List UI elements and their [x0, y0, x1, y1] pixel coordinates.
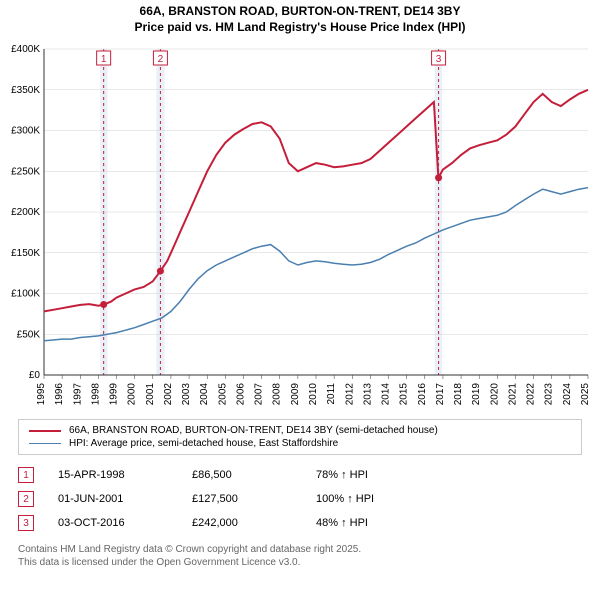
y-tick-label: £50K [17, 329, 41, 340]
x-tick-label: 2024 [562, 383, 573, 406]
marker-date: 03-OCT-2016 [58, 517, 168, 529]
marker-box-small: 2 [18, 491, 34, 507]
marker-row: 2 01-JUN-2001 £127,500 100% ↑ HPI [18, 487, 582, 511]
marker-price: £127,500 [192, 493, 292, 505]
x-tick-label: 2023 [544, 383, 555, 406]
marker-price: £86,500 [192, 469, 292, 481]
legend-row: 66A, BRANSTON ROAD, BURTON-ON-TRENT, DE1… [29, 424, 571, 437]
footnote-line-1: Contains HM Land Registry data © Crown c… [18, 543, 582, 556]
x-tick-label: 2009 [290, 383, 301, 406]
marker-box-small: 1 [18, 467, 34, 483]
x-tick-label: 2021 [507, 383, 518, 406]
x-tick-label: 2017 [435, 383, 446, 406]
marker-date: 15-APR-1998 [58, 469, 168, 481]
legend-label: 66A, BRANSTON ROAD, BURTON-ON-TRENT, DE1… [69, 425, 438, 436]
x-tick-label: 2018 [453, 383, 464, 406]
x-tick-label: 2013 [362, 383, 373, 406]
x-tick-label: 2014 [381, 383, 392, 406]
x-tick-label: 2007 [254, 383, 265, 406]
marker-pct: 78% ↑ HPI [316, 469, 368, 481]
legend: 66A, BRANSTON ROAD, BURTON-ON-TRENT, DE1… [18, 419, 582, 455]
x-tick-label: 2003 [181, 383, 192, 406]
marker-label-num: 2 [158, 54, 164, 65]
marker-row: 3 03-OCT-2016 £242,000 48% ↑ HPI [18, 511, 582, 535]
x-tick-label: 2004 [199, 383, 210, 406]
series-hpi [44, 188, 588, 341]
x-tick-label: 2025 [580, 383, 591, 406]
y-tick-label: £400K [11, 44, 40, 55]
line-chart: £0 £50K £100K £150K £200K £250K £300K £350K £400… [0, 35, 600, 415]
chart-area: £0 £50K £100K £150K £200K £250K £300K £350K £400… [0, 35, 600, 415]
x-tick-label: 2011 [326, 383, 337, 405]
legend-swatch [29, 430, 61, 432]
x-tick-label: 2019 [471, 383, 482, 406]
marker-date: 01-JUN-2001 [58, 493, 168, 505]
y-tick-label: £0 [29, 370, 41, 381]
legend-swatch [29, 443, 61, 444]
sale-point [157, 268, 164, 275]
x-tick-label: 2020 [489, 383, 500, 406]
marker-label-num: 1 [101, 54, 107, 65]
marker-row: 1 15-APR-1998 £86,500 78% ↑ HPI [18, 463, 582, 487]
y-tick-label: £350K [11, 85, 40, 96]
y-tick-label: £200K [11, 207, 40, 218]
legend-label: HPI: Average price, semi-detached house,… [69, 438, 338, 449]
marker-box-small: 3 [18, 515, 34, 531]
footnote: Contains HM Land Registry data © Crown c… [18, 543, 582, 569]
marker-price: £242,000 [192, 517, 292, 529]
y-tick-label: £150K [11, 248, 40, 259]
legend-row: HPI: Average price, semi-detached house,… [29, 437, 571, 450]
x-tick-label: 2010 [308, 383, 319, 406]
x-tick-label: 2001 [145, 383, 156, 406]
x-tick-label: 1999 [109, 383, 120, 406]
marker-label-num: 3 [436, 54, 442, 65]
x-tick-label: 1997 [72, 383, 83, 406]
marker-pct: 48% ↑ HPI [316, 517, 368, 529]
chart-title: 66A, BRANSTON ROAD, BURTON-ON-TRENT, DE1… [0, 0, 600, 35]
sale-point [435, 174, 442, 181]
x-tick-label: 2005 [217, 383, 228, 406]
x-tick-label: 2012 [344, 383, 355, 406]
footnote-line-2: This data is licensed under the Open Gov… [18, 556, 582, 569]
series-price [44, 90, 588, 312]
sale-point [100, 301, 107, 308]
title-line-2: Price paid vs. HM Land Registry's House … [0, 20, 600, 36]
marker-pct: 100% ↑ HPI [316, 493, 374, 505]
x-tick-label: 2002 [163, 383, 174, 406]
x-tick-label: 1995 [36, 383, 47, 406]
x-tick-label: 1998 [90, 383, 101, 406]
x-tick-label: 2008 [272, 383, 283, 406]
x-tick-label: 1996 [54, 383, 65, 406]
x-tick-label: 2016 [417, 383, 428, 406]
x-tick-label: 2006 [235, 383, 246, 406]
y-tick-label: £100K [11, 289, 40, 300]
y-tick-label: £300K [11, 126, 40, 137]
y-tick-label: £250K [11, 166, 40, 177]
x-tick-label: 2022 [526, 383, 537, 406]
markers-table: 1 15-APR-1998 £86,500 78% ↑ HPI 2 01-JUN-2001… [18, 463, 582, 535]
title-line-1: 66A, BRANSTON ROAD, BURTON-ON-TRENT, DE1… [0, 4, 600, 20]
x-tick-label: 2015 [399, 383, 410, 406]
x-tick-label: 2000 [127, 383, 138, 406]
